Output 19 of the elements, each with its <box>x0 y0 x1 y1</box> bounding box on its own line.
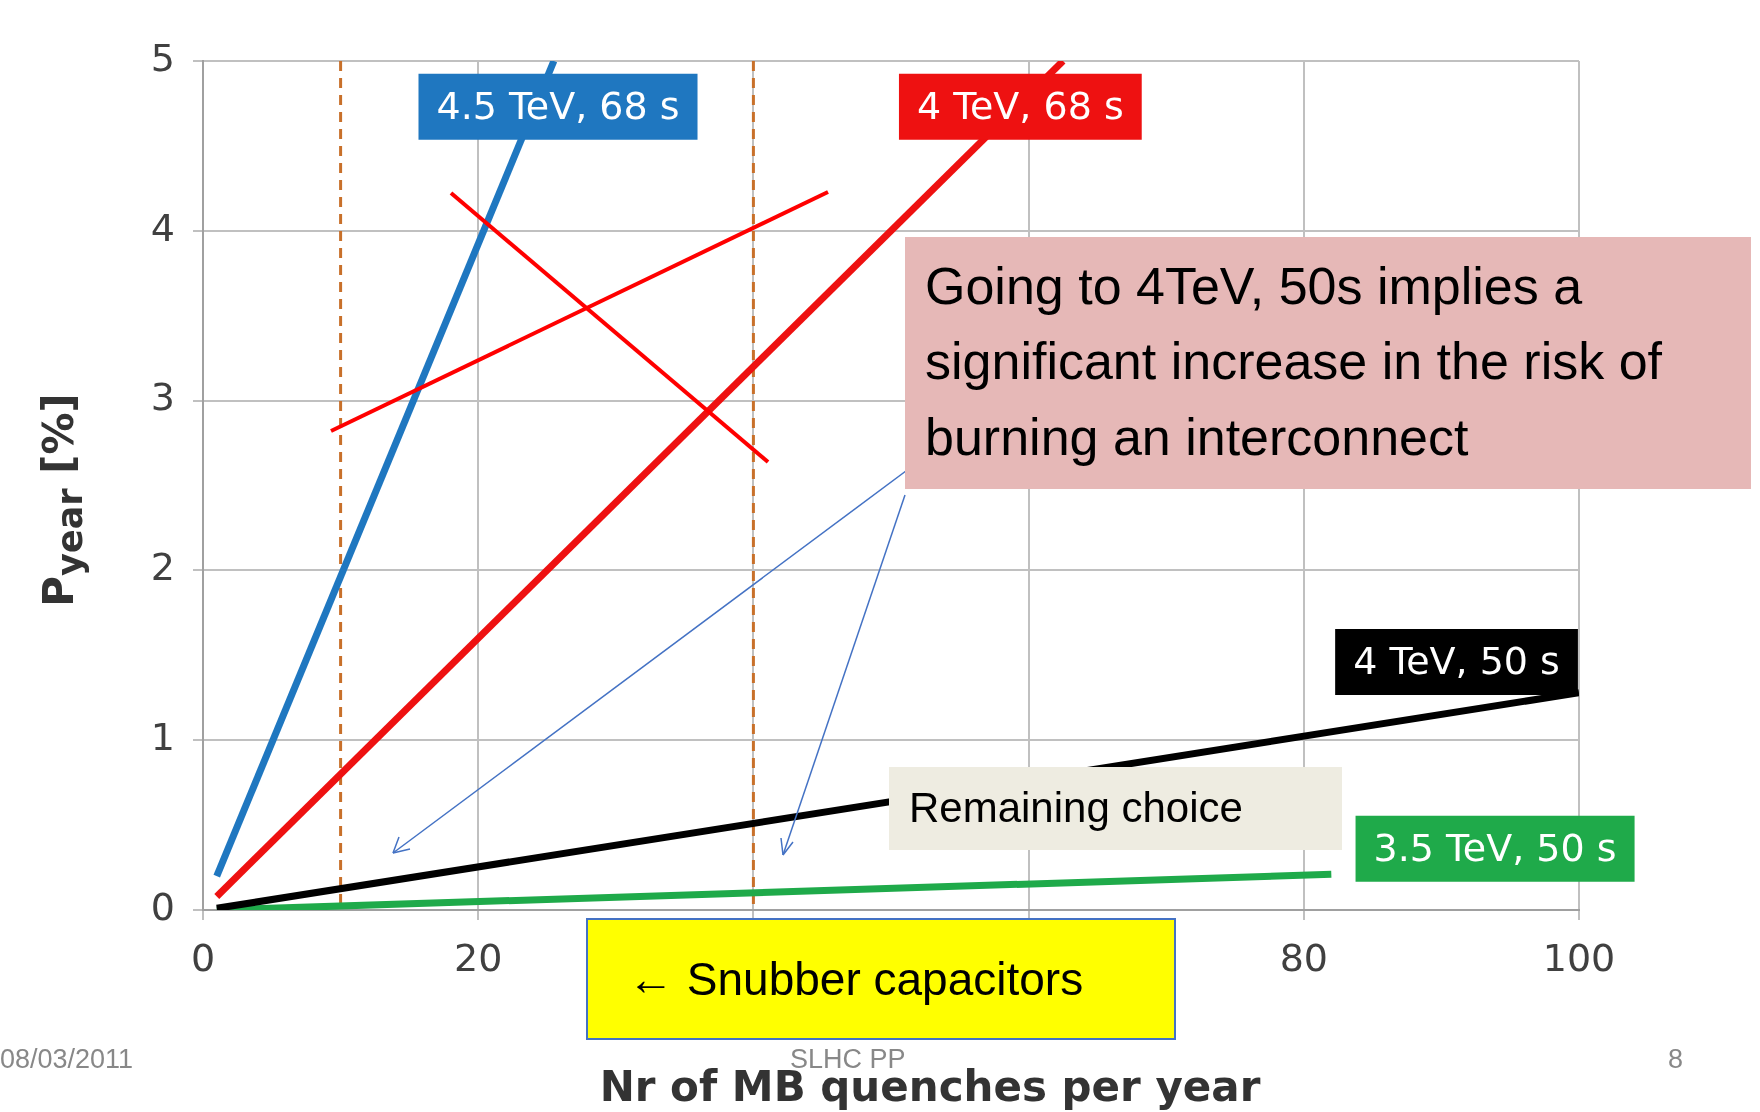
text: ← Snubber capacitors <box>586 918 1176 1040</box>
y-tick-label: 1 <box>150 715 175 760</box>
text: 8 <box>1668 1043 1684 1076</box>
text: 08/03/2011 <box>0 1043 134 1076</box>
series-label: 4 TeV, 68 s <box>916 83 1124 128</box>
x-tick-label: 100 <box>1542 935 1616 980</box>
y-tick-label: 2 <box>150 545 175 590</box>
series-label: 4 TeV, 50 s <box>1353 638 1560 683</box>
x-tick-label: 20 <box>454 935 503 980</box>
y-tick-label: 3 <box>150 375 175 420</box>
series-label: 4.5 TeV, 68 s <box>436 83 680 128</box>
y-tick-label: 4 <box>150 205 175 250</box>
series-label: 3.5 TeV, 50 s <box>1373 825 1617 870</box>
x-tick-label: 0 <box>190 935 216 980</box>
annotation: Remaining choice <box>889 767 1342 850</box>
y-tick-label: 0 <box>150 884 175 929</box>
annotation: Going to 4TeV, 50s implies a significant increase in the risk of burning an interconnect <box>905 237 1751 489</box>
y-tick-label: 5 <box>150 35 175 80</box>
x-tick-label: 80 <box>1279 935 1328 980</box>
